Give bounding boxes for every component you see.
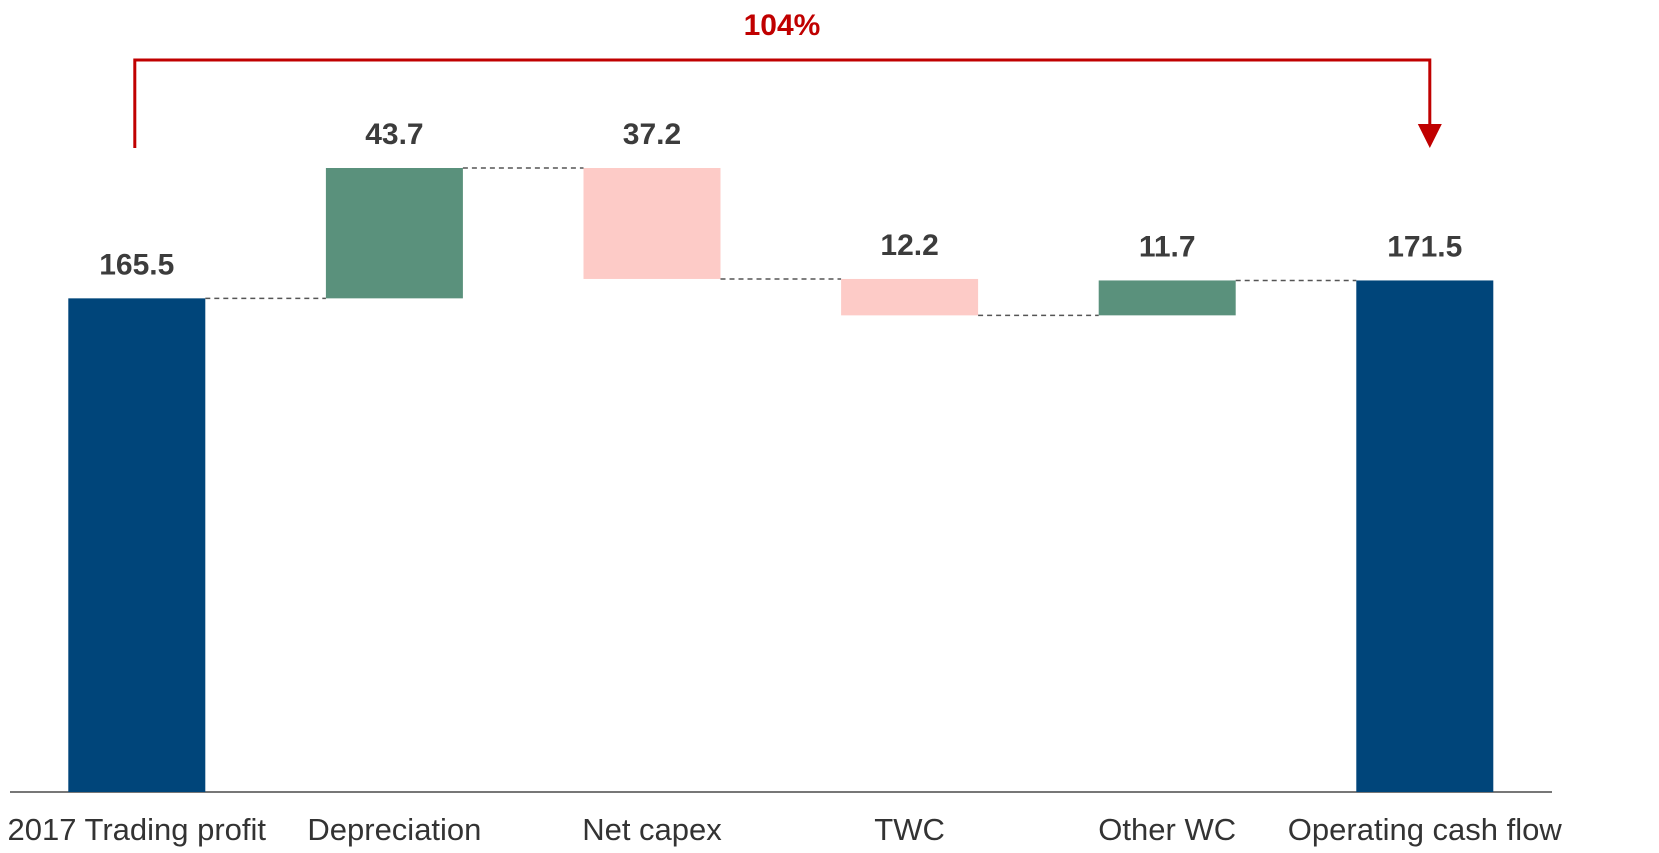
- value-label: 12.2: [880, 229, 938, 262]
- annotation-bracket: [133, 58, 1432, 148]
- value-label: 11.7: [1139, 230, 1196, 263]
- bar: [841, 278, 979, 316]
- x-tick-label: Operating cash flow: [1288, 812, 1563, 847]
- x-tick-label: TWC: [874, 812, 945, 847]
- annotation-arrowhead: [1417, 124, 1442, 148]
- annotation: 104%: [744, 9, 821, 42]
- value-label: 43.7: [365, 118, 423, 151]
- bar: [68, 298, 206, 792]
- x-tick-label: Net capex: [582, 812, 722, 847]
- value-label: 165.5: [99, 248, 174, 281]
- bar: [1098, 280, 1236, 316]
- x-tick-label: Depreciation: [307, 812, 481, 847]
- bar: [325, 168, 463, 299]
- value-label: 171.5: [1387, 230, 1462, 263]
- bar: [1356, 280, 1494, 792]
- bar: [583, 168, 721, 279]
- x-tick-label: 2017 Trading profit: [8, 812, 267, 847]
- x-tick-label: Other WC: [1098, 812, 1236, 847]
- value-label: 37.2: [623, 118, 681, 151]
